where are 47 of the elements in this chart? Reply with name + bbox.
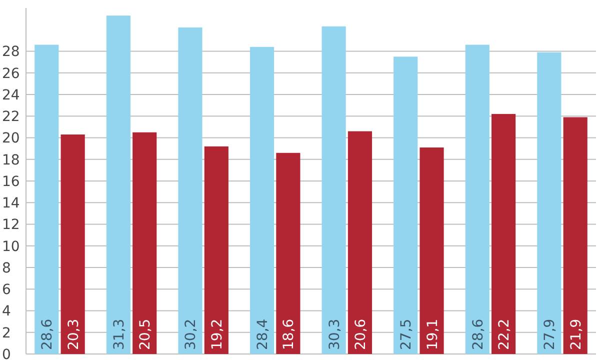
bar bbox=[178, 27, 202, 354]
data-label: 19,1 bbox=[424, 318, 441, 350]
bar bbox=[322, 26, 346, 354]
y-tick-label: 26 bbox=[2, 66, 20, 82]
bar bbox=[250, 46, 274, 354]
bar bbox=[420, 147, 444, 354]
y-tick-label: 18 bbox=[2, 152, 20, 168]
data-label: 31,3 bbox=[111, 318, 128, 350]
data-label: 30,3 bbox=[326, 318, 343, 350]
bar bbox=[465, 44, 490, 354]
data-label: 21,9 bbox=[568, 318, 584, 350]
data-label: 20,3 bbox=[66, 318, 82, 350]
y-tick-label: 2 bbox=[2, 325, 11, 342]
bar bbox=[348, 131, 372, 354]
y-tick-label: 20 bbox=[2, 130, 20, 147]
bar bbox=[563, 117, 588, 354]
y-tick-label: 8 bbox=[2, 260, 11, 276]
y-tick-label: 24 bbox=[2, 87, 20, 104]
data-label: 30,2 bbox=[183, 318, 200, 350]
y-tick-label: 28 bbox=[2, 44, 20, 60]
data-label: 22,2 bbox=[496, 318, 513, 350]
bar bbox=[34, 44, 59, 354]
y-tick-label: 0 bbox=[2, 346, 11, 360]
bar bbox=[132, 132, 157, 354]
data-label: 20,6 bbox=[352, 318, 369, 350]
y-tick-label: 6 bbox=[2, 282, 11, 298]
y-tick-label: 22 bbox=[2, 109, 20, 126]
bar bbox=[394, 56, 418, 354]
data-label: 19,2 bbox=[209, 318, 226, 350]
bar bbox=[204, 146, 228, 354]
data-label: 28,6 bbox=[470, 318, 486, 350]
bar bbox=[276, 152, 300, 354]
data-label: 27,9 bbox=[542, 318, 558, 350]
y-tick-label: 16 bbox=[2, 174, 20, 190]
data-label: 20,5 bbox=[138, 318, 154, 350]
y-tick-label: 12 bbox=[2, 217, 20, 234]
y-tick-label: 4 bbox=[2, 304, 11, 320]
data-label: 28,4 bbox=[255, 318, 272, 350]
data-label: 18,6 bbox=[281, 318, 298, 350]
bar bbox=[60, 134, 85, 354]
y-tick-label: 10 bbox=[2, 238, 20, 255]
bar bbox=[537, 52, 562, 354]
data-label: 27,5 bbox=[398, 318, 415, 350]
y-tick-label: 14 bbox=[2, 196, 20, 212]
bar bbox=[106, 16, 130, 354]
data-label: 28,6 bbox=[40, 318, 56, 350]
bar bbox=[492, 114, 516, 354]
